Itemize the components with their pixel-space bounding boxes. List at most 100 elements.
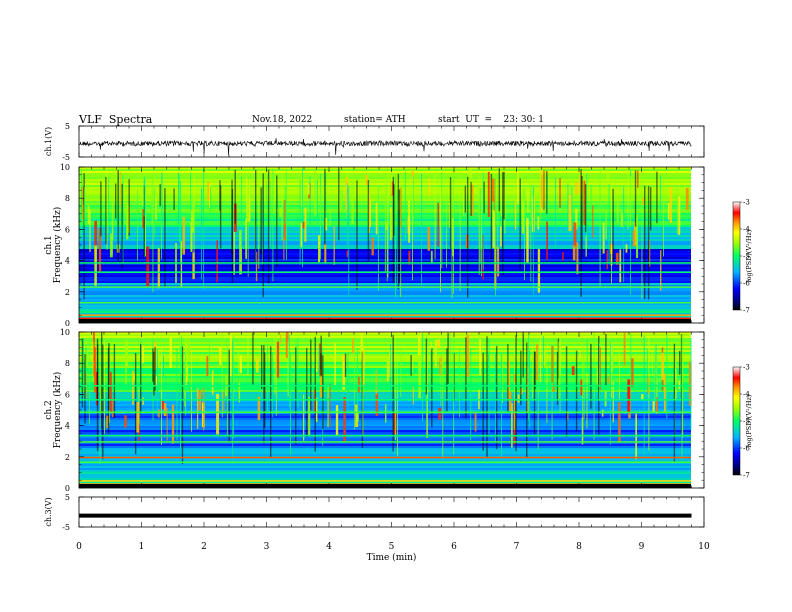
spectrogram-band [79,354,691,357]
y-tick-label: 8 [65,359,70,368]
spectral-line [79,301,691,304]
spectrogram-noise [307,183,310,195]
low-frequency-band [79,484,691,488]
spectrogram-noise [211,370,214,395]
spectrogram-noise [417,335,421,355]
spectrogram-band [79,356,691,359]
sferic-line [571,186,573,229]
sferic-line [400,183,402,298]
sferic-line [654,347,656,404]
sferic-line [156,349,158,417]
sferic-line [590,184,592,224]
sferic-line [128,179,130,236]
colorbar-label: log(PSD)(V²/Hz) [745,229,753,282]
sferic-line [501,353,503,460]
y-axis-label: ch.2 [44,400,54,419]
spectrogram-noise [365,175,368,186]
spectrogram-noise [601,409,604,417]
sferic-line [581,176,583,258]
sferic-line [152,348,154,382]
sferic-line [180,181,181,263]
sferic-line [673,343,676,462]
sferic-line [137,189,138,261]
sferic-line [682,353,684,438]
sferic-line [459,167,461,292]
sferic-line [83,338,84,381]
spectrogram-band [79,289,691,292]
spectrogram-noise [255,251,258,282]
spectrogram-noise [345,177,349,210]
spectrogram-noise [579,350,581,358]
spectral-line [79,411,691,414]
low-frequency-band [79,319,691,323]
sferic-line [551,345,553,440]
sferic-line [200,188,202,280]
sferic-line [459,349,460,418]
sferic-line [254,170,257,264]
sferic-line [104,339,105,434]
x-tick-label: 8 [576,542,582,552]
ch1-waveform-panel: 5 -5 ch.1(V) [44,122,705,162]
spectrogram-noise [408,200,411,243]
spectrogram-band [79,368,691,371]
spectrogram-noise [537,249,541,293]
sferic-line [181,346,184,464]
sferic-line [232,335,234,439]
sferic-line [99,344,101,465]
sferic-line [221,332,223,418]
spectrogram-noise [463,187,465,216]
sferic-line [503,171,505,220]
spectrogram-band [79,438,691,441]
spectrogram-noise [663,373,666,414]
spectrogram-noise [575,182,578,195]
spectrogram-noise [280,334,282,344]
spectrogram-band [79,436,691,439]
sferic-line [612,188,614,264]
sferic-line [164,188,166,287]
sferic-line [647,348,648,377]
sferic-line [644,185,646,299]
sferic-line [440,188,441,293]
spectrogram-noise [580,379,583,396]
x-tick-label: 6 [451,542,457,552]
sferic-line [599,168,601,288]
colorbar-tick-label: -7 [743,472,750,480]
spectrogram-band [79,283,691,286]
spectrogram-band [79,281,691,284]
spectrogram-noise [119,171,121,208]
sferic-line [281,172,283,241]
sferic-line [495,178,496,296]
sferic-line [228,349,230,442]
sferic-line [362,342,364,436]
spectrogram-band [79,442,691,445]
sferic-line [241,176,243,248]
sferic-line [153,351,155,396]
colorbar-tick-label: -5 [743,418,750,426]
sferic-line [495,346,498,450]
sferic-line [105,176,107,245]
spectrogram-noise [300,222,303,248]
spectrogram-noise [636,214,639,259]
spectrogram-noise [592,205,594,238]
sferic-line [446,348,448,412]
y-tick-label: 8 [65,194,70,203]
spectrogram-noise [641,394,644,401]
spectrogram-band [79,348,691,351]
spectrogram-noise [637,170,639,188]
sferic-line [421,173,423,286]
sferic-line [163,355,164,377]
sferic-line [630,176,631,227]
sferic-line [344,353,347,378]
sferic-line [567,183,569,232]
sferic-line [447,332,449,384]
spectrogram-band [79,392,691,395]
spectrogram-band [79,400,691,403]
sferic-line [532,186,534,295]
sferic-line [575,350,578,432]
sferic-line [390,343,392,400]
sferic-line [392,334,394,452]
spectral-line [79,441,691,443]
sferic-line [262,173,264,298]
spectrogram-band [79,478,691,481]
spectrogram-noise [304,207,307,242]
